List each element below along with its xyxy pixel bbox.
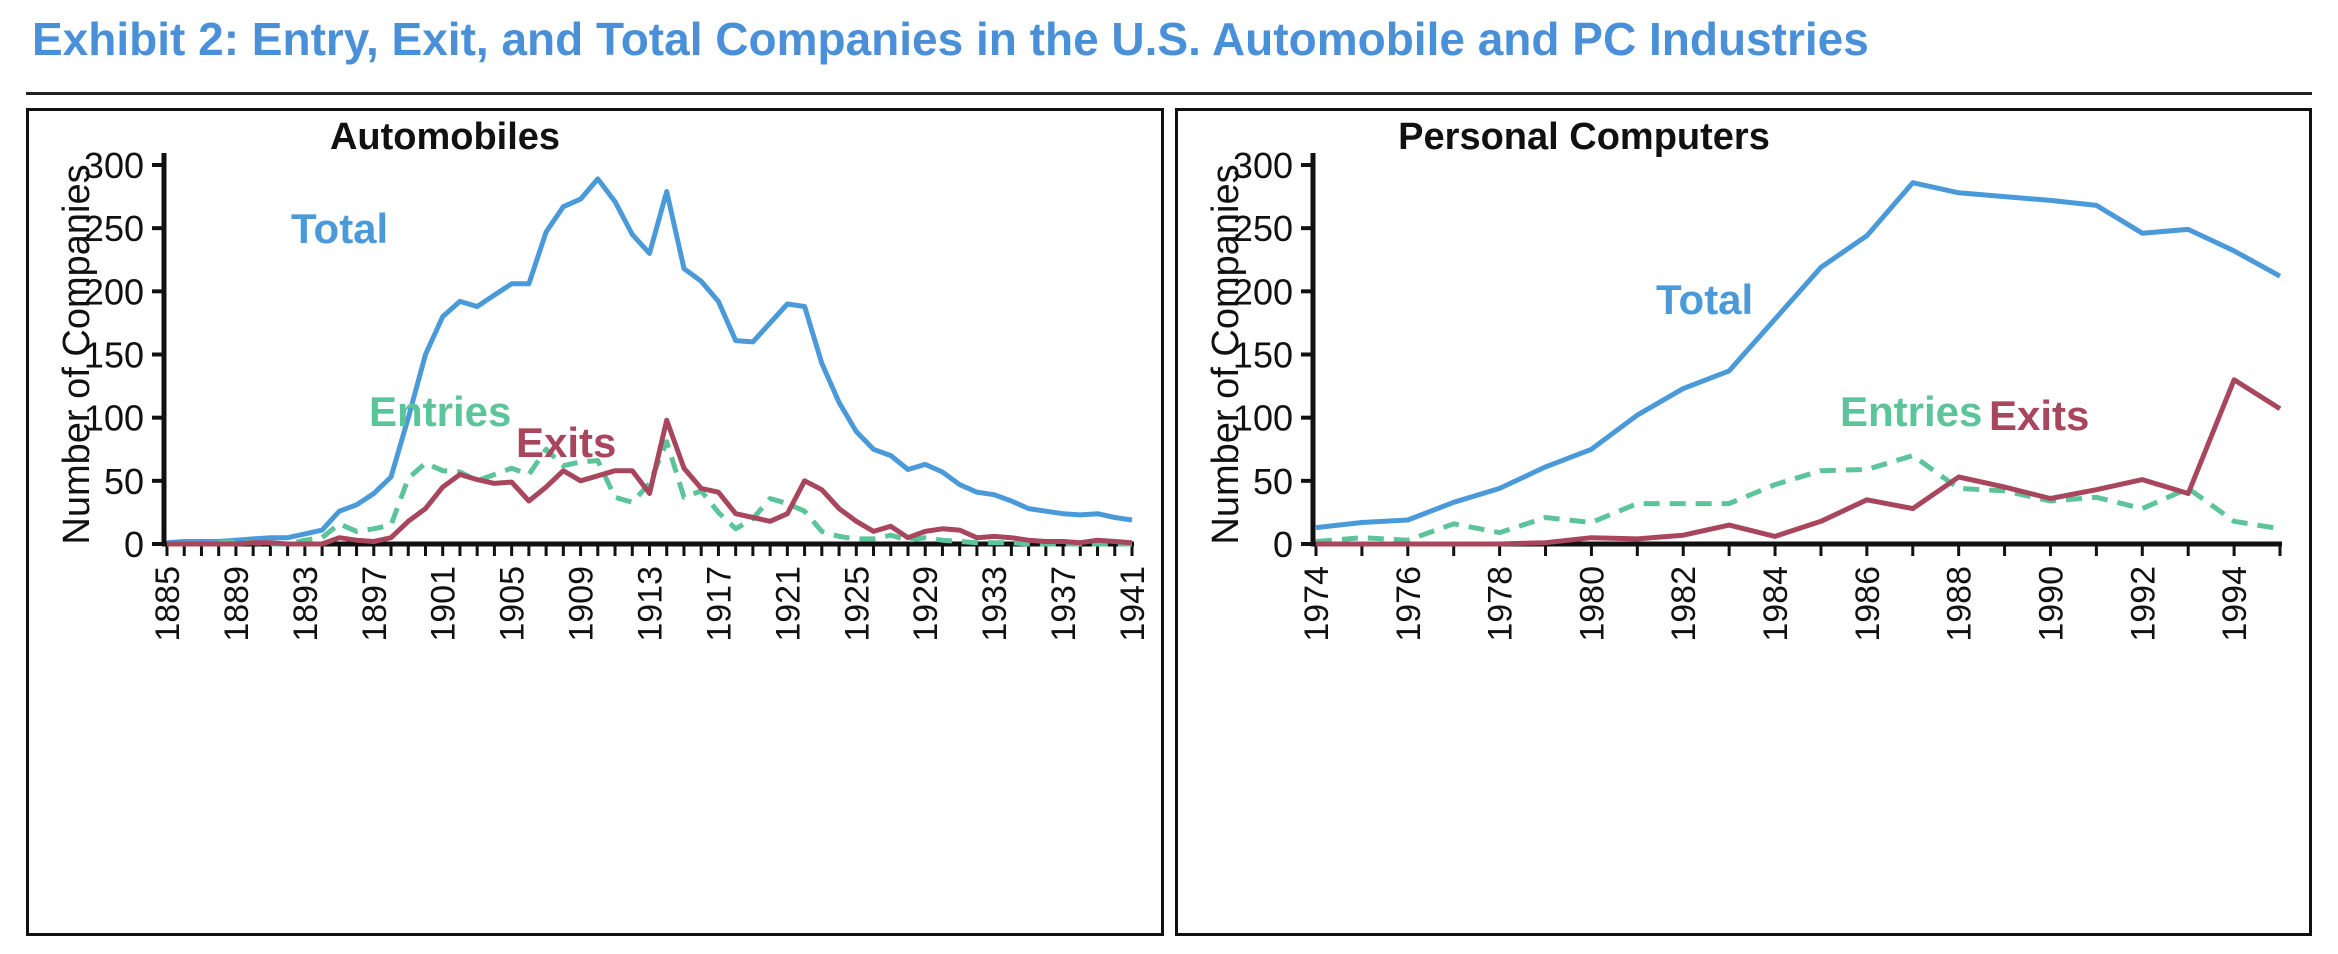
pc-x-tick-label: 1976 xyxy=(1390,566,1428,642)
auto-x-tick-label: 1905 xyxy=(494,566,532,642)
auto-chart-title: Automobiles xyxy=(330,116,560,158)
auto-x-tick-label: 1917 xyxy=(700,566,738,642)
pc-x-tick-label: 1992 xyxy=(2124,566,2162,642)
pc-exits-series-line xyxy=(1316,377,2282,547)
pc-x-tick-label: 1980 xyxy=(1573,566,1611,642)
pc-x-tick-label: 1984 xyxy=(1757,566,1795,642)
auto-x-tick-label: 1933 xyxy=(976,566,1014,642)
pc-total-series-line xyxy=(1315,180,2282,531)
exhibit-title: Exhibit 2: Entry, Exit, and Total Compan… xyxy=(32,13,1869,65)
auto-total-annotation: Total xyxy=(291,205,388,252)
auto-exits-annotation: Exits xyxy=(516,419,616,466)
pc-x-tick-label: 1994 xyxy=(2216,566,2254,642)
auto-total-series-line xyxy=(166,176,1133,546)
auto-y-tick-label: 250 xyxy=(84,208,144,249)
auto-x-tick-label: 1921 xyxy=(769,566,807,642)
automobiles-chart-panel: Automobiles Number of Companies 0 50 100 150 2… xyxy=(26,108,1164,936)
auto-x-tick-label: 1913 xyxy=(632,566,670,642)
auto-x-tick-label: 1901 xyxy=(425,566,463,642)
pc-y-tick-label: 150 xyxy=(1233,335,1293,376)
auto-y-tick-label: 100 xyxy=(84,398,144,439)
pc-exits-annotation: Exits xyxy=(1989,392,2089,439)
pc-chart-title: Personal Computers xyxy=(1398,116,1770,158)
title-rule xyxy=(26,92,2312,95)
personal-computers-chart-panel: Personal Computers Number of Companies 0 50… xyxy=(1175,108,2312,936)
pc-entries-series-line xyxy=(1315,453,2281,544)
pc-x-tick-label: 1974 xyxy=(1298,566,1336,642)
auto-x-tick-label: 1941 xyxy=(1114,566,1152,642)
pc-x-tick-label: 1982 xyxy=(1665,566,1703,642)
auto-x-tick-label: 1893 xyxy=(287,566,325,642)
auto-x-tick-label: 1929 xyxy=(907,566,945,642)
pc-y-tick-label: 300 xyxy=(1233,145,1293,186)
auto-y-tick-label: 0 xyxy=(124,524,144,565)
pc-y-tick-label: 0 xyxy=(1273,524,1293,565)
auto-entries-annotation: Entries xyxy=(369,388,511,435)
pc-x-tick-label: 1988 xyxy=(1941,566,1979,642)
pc-y-tick-label: 50 xyxy=(1253,461,1293,502)
auto-x-tick-label: 1885 xyxy=(149,566,187,642)
auto-x-tick-label: 1925 xyxy=(838,566,876,642)
pc-y-tick-label: 200 xyxy=(1233,271,1293,312)
pc-y-axis-label: Number of Companies xyxy=(1205,164,1247,544)
pc-x-tick-label: 1990 xyxy=(2032,566,2070,642)
auto-y-tick-label: 50 xyxy=(104,461,144,502)
auto-x-tick-label: 1889 xyxy=(218,566,256,642)
auto-entries-series-line xyxy=(167,439,1132,547)
pc-x-tick-label: 1986 xyxy=(1849,566,1887,642)
auto-y-tick-label: 150 xyxy=(84,335,144,376)
pc-y-tick-label: 100 xyxy=(1233,398,1293,439)
auto-y-axis-label: Number of Companies xyxy=(56,164,98,544)
auto-x-tick-label: 1937 xyxy=(1045,566,1083,642)
personal-computers-chart: Personal Computers Number of Companies 0 50… xyxy=(1205,116,2282,642)
auto-y-tick-label: 200 xyxy=(84,271,144,312)
pc-entries-annotation: Entries xyxy=(1840,388,1982,435)
auto-x-tick-label: 1897 xyxy=(356,566,394,642)
pc-x-tick-label: 1978 xyxy=(1482,566,1520,642)
auto-exits-series-line xyxy=(167,417,1133,547)
automobiles-chart: Automobiles Number of Companies 0 50 100 150 2… xyxy=(56,116,1152,642)
pc-total-annotation: Total xyxy=(1656,276,1753,323)
auto-x-tick-label: 1909 xyxy=(563,566,601,642)
auto-y-tick-label: 300 xyxy=(84,145,144,186)
pc-y-tick-label: 250 xyxy=(1233,208,1293,249)
